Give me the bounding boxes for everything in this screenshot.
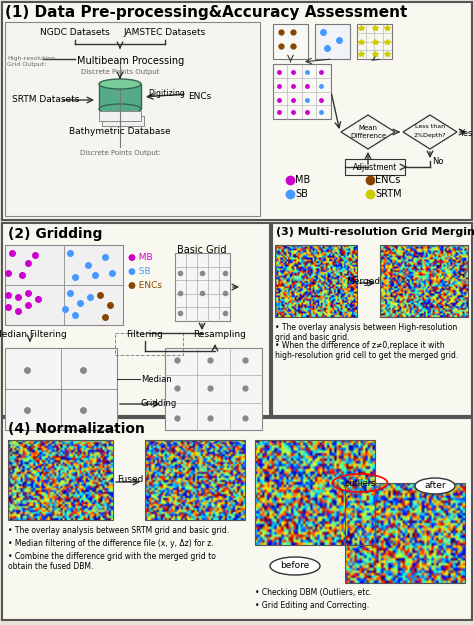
Text: ● MB: ● MB bbox=[128, 253, 153, 262]
Text: JAMSTEC Datasets: JAMSTEC Datasets bbox=[124, 28, 206, 37]
Text: before: before bbox=[281, 561, 310, 571]
Text: • Grid Editing and Correcting.: • Grid Editing and Correcting. bbox=[255, 601, 369, 610]
Text: 2%Depth?: 2%Depth? bbox=[414, 132, 447, 138]
Text: (3) Multi-resolution Grid Merging: (3) Multi-resolution Grid Merging bbox=[276, 227, 474, 237]
Bar bbox=[255, 440, 375, 545]
Text: (4) Normalization: (4) Normalization bbox=[8, 422, 145, 436]
Bar bbox=[5, 348, 117, 430]
Text: (1) Data Pre-processing&Accuracy Assessment: (1) Data Pre-processing&Accuracy Assessm… bbox=[5, 5, 407, 20]
Bar bbox=[5, 22, 260, 216]
Text: ● SB: ● SB bbox=[128, 267, 151, 276]
Bar bbox=[5, 245, 123, 325]
Text: SRTM Datasets: SRTM Datasets bbox=[12, 94, 79, 104]
Text: Filtering: Filtering bbox=[127, 330, 164, 339]
Text: No: No bbox=[432, 157, 444, 166]
Bar bbox=[115, 333, 183, 355]
Text: • Median filtering of the difference file (x, y, Δz) for z.: • Median filtering of the difference fil… bbox=[8, 539, 214, 548]
Text: ● ENCs: ● ENCs bbox=[128, 281, 162, 290]
Text: Difference: Difference bbox=[350, 133, 386, 139]
Text: Basic Grid: Basic Grid bbox=[177, 245, 227, 255]
Bar bbox=[345, 159, 405, 175]
Bar bbox=[165, 348, 262, 430]
Ellipse shape bbox=[99, 104, 141, 114]
Text: SB: SB bbox=[295, 189, 308, 199]
Bar bbox=[102, 116, 144, 126]
Bar bbox=[145, 440, 245, 520]
Text: Gridding: Gridding bbox=[141, 399, 177, 409]
Bar bbox=[2, 2, 472, 220]
Bar bbox=[380, 245, 468, 317]
Text: ENCs: ENCs bbox=[188, 92, 211, 101]
Text: after: after bbox=[424, 481, 446, 491]
Bar bbox=[2, 223, 270, 416]
Bar bbox=[273, 64, 331, 119]
Text: Multibeam Processing: Multibeam Processing bbox=[77, 56, 184, 66]
Text: MB: MB bbox=[295, 175, 310, 185]
Text: Discrete Points Output: Discrete Points Output bbox=[81, 69, 159, 75]
Bar bbox=[275, 245, 357, 317]
Bar bbox=[8, 440, 113, 520]
Bar bbox=[2, 418, 472, 620]
Bar bbox=[345, 483, 465, 583]
Bar bbox=[99, 111, 141, 121]
Text: Bathymetric Database: Bathymetric Database bbox=[69, 127, 171, 136]
Text: • Checking DBM (Outliers, etc.: • Checking DBM (Outliers, etc. bbox=[255, 588, 372, 597]
Text: ENCs: ENCs bbox=[375, 175, 401, 185]
Text: Discrete Points Output:: Discrete Points Output: bbox=[80, 150, 160, 156]
Text: • The overlay analysis between SRTM grid and basic grid.: • The overlay analysis between SRTM grid… bbox=[8, 526, 229, 535]
Text: Fused: Fused bbox=[117, 476, 143, 484]
Polygon shape bbox=[341, 115, 395, 149]
Text: Median Filtering: Median Filtering bbox=[0, 330, 66, 339]
Text: • The overlay analysis between High-resolution
grid and basic grid.: • The overlay analysis between High-reso… bbox=[275, 323, 457, 342]
Bar bbox=[105, 121, 147, 131]
Text: Yes: Yes bbox=[459, 129, 473, 138]
Bar bbox=[315, 24, 350, 59]
Text: Merged: Merged bbox=[346, 276, 380, 286]
Bar bbox=[272, 223, 472, 416]
Text: Resampling: Resampling bbox=[193, 330, 246, 339]
Text: Median: Median bbox=[141, 374, 172, 384]
Bar bbox=[175, 253, 230, 321]
Text: Mean: Mean bbox=[358, 125, 377, 131]
Text: Digitizing: Digitizing bbox=[148, 89, 185, 98]
Text: outliers: outliers bbox=[344, 479, 376, 488]
Text: • When the difference of z≠0,replace it with
high-resolution grid cell to get th: • When the difference of z≠0,replace it … bbox=[275, 341, 458, 361]
Text: • Combine the difference grid with the merged grid to
obtain the fused DBM.: • Combine the difference grid with the m… bbox=[8, 552, 216, 571]
Bar bbox=[99, 84, 141, 109]
Text: Adjustment: Adjustment bbox=[353, 162, 397, 171]
Bar bbox=[357, 24, 392, 59]
Ellipse shape bbox=[270, 557, 320, 575]
Text: SRTM: SRTM bbox=[375, 189, 401, 199]
Ellipse shape bbox=[99, 79, 141, 89]
Text: (2) Gridding: (2) Gridding bbox=[8, 227, 102, 241]
Text: Less than: Less than bbox=[415, 124, 445, 129]
Polygon shape bbox=[403, 115, 457, 149]
Ellipse shape bbox=[415, 478, 455, 494]
Text: High-resolution
Grid Output:: High-resolution Grid Output: bbox=[7, 56, 55, 67]
Text: NGDC Datasets: NGDC Datasets bbox=[40, 28, 110, 37]
Bar bbox=[273, 24, 308, 59]
